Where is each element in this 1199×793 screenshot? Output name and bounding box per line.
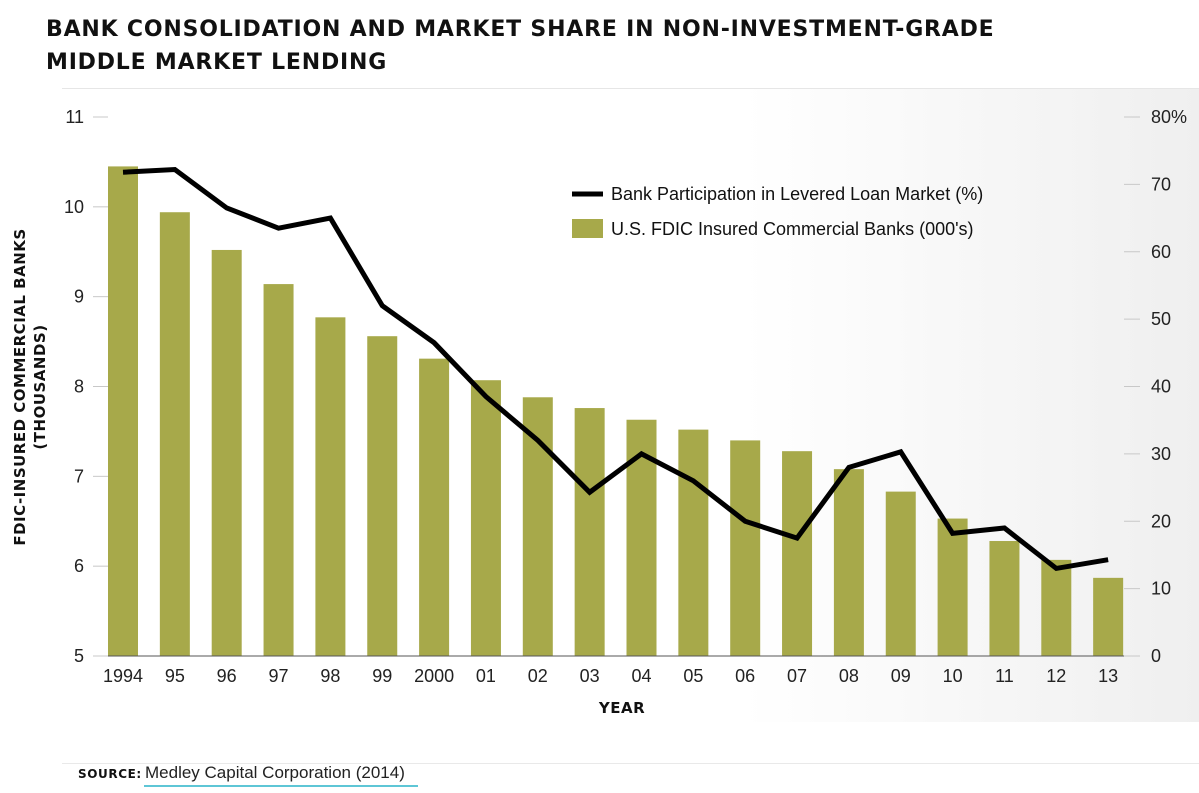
right-tick-label-3: 30 [1151, 444, 1171, 464]
x-tick-label-99: 99 [372, 666, 392, 686]
left-tick-label-6: 6 [74, 556, 84, 576]
bar-01 [470, 380, 501, 656]
right-tick-label-6: 60 [1151, 242, 1171, 262]
left-tick-label-10: 10 [64, 197, 84, 217]
x-tick-label-05: 05 [683, 666, 703, 686]
right-tick-label-4: 40 [1151, 377, 1171, 397]
bar-12 [1041, 559, 1072, 656]
chart-title-line-2: MIDDLE MARKET LENDING [46, 50, 388, 75]
left-tick-label-7: 7 [74, 466, 84, 486]
x-tick-label-95: 95 [165, 666, 185, 686]
bar-06 [730, 440, 761, 656]
right-tick-label-1: 10 [1151, 579, 1171, 599]
bar-07 [782, 451, 813, 656]
right-tick-label-0: 0 [1151, 646, 1161, 666]
bar-09 [885, 491, 916, 656]
x-tick-label-12: 12 [1046, 666, 1066, 686]
bar-03 [574, 408, 605, 656]
bar-08 [833, 469, 864, 656]
x-tick-label-96: 96 [217, 666, 237, 686]
left-tick-label-5: 5 [74, 646, 84, 666]
bar-96 [211, 249, 242, 656]
legend-label-line: Bank Participation in Levered Loan Marke… [611, 184, 983, 204]
x-tick-label-97: 97 [269, 666, 289, 686]
x-tick-label-06: 06 [735, 666, 755, 686]
bar-02 [522, 397, 553, 656]
line-series-bank-participation [122, 167, 1109, 572]
x-tick-label-01: 01 [476, 666, 496, 686]
x-tick-label-98: 98 [320, 666, 340, 686]
legend-label-bar: U.S. FDIC Insured Commercial Banks (000'… [611, 219, 974, 239]
right-tick-label-7: 70 [1151, 174, 1171, 194]
bottom-divider [62, 763, 1199, 764]
bar-2000 [419, 358, 450, 656]
x-tick-label-02: 02 [528, 666, 548, 686]
left-tick-label-11: 11 [65, 107, 84, 127]
bar-95 [159, 212, 190, 656]
x-tick-label-11: 11 [995, 666, 1014, 686]
x-tick-label-07: 07 [787, 666, 807, 686]
bar-98 [315, 317, 346, 656]
bar-97 [263, 284, 294, 656]
right-tick-label-2: 20 [1151, 511, 1171, 531]
bar-11 [989, 541, 1020, 656]
x-tick-label-09: 09 [891, 666, 911, 686]
y-axis-title-line-2: (THOUSANDS) [31, 324, 49, 449]
top-divider [62, 88, 1199, 89]
chart-title-line-1: BANK CONSOLIDATION AND MARKET SHARE IN N… [46, 17, 995, 42]
x-tick-label-08: 08 [839, 666, 859, 686]
x-tick-label-04: 04 [631, 666, 651, 686]
source-label: SOURCE: [78, 767, 142, 781]
x-tick-label-03: 03 [580, 666, 600, 686]
source-link-underline [144, 785, 418, 787]
x-axis-title: YEAR [598, 699, 645, 717]
source-link[interactable]: Medley Capital Corporation (2014) [145, 763, 405, 782]
bar-10 [937, 518, 968, 656]
bar-05 [678, 429, 709, 656]
left-tick-label-9: 9 [74, 287, 84, 307]
x-tick-label-2000: 2000 [414, 666, 454, 686]
bar-13 [1093, 577, 1124, 656]
legend-bar-swatch [572, 219, 603, 238]
chart-title: BANK CONSOLIDATION AND MARKET SHARE IN N… [46, 13, 995, 79]
x-tick-label-10: 10 [943, 666, 963, 686]
y-axis-title-line-1: FDIC-INSURED COMMERCIAL BANKS [11, 228, 29, 545]
left-tick-label-8: 8 [74, 377, 84, 397]
x-tick-label-1994: 1994 [103, 666, 143, 686]
bar-1994 [108, 166, 138, 657]
bar-99 [367, 336, 398, 656]
x-tick-label-13: 13 [1098, 666, 1118, 686]
right-tick-label-8: 80% [1151, 107, 1187, 127]
right-tick-label-5: 50 [1151, 309, 1171, 329]
